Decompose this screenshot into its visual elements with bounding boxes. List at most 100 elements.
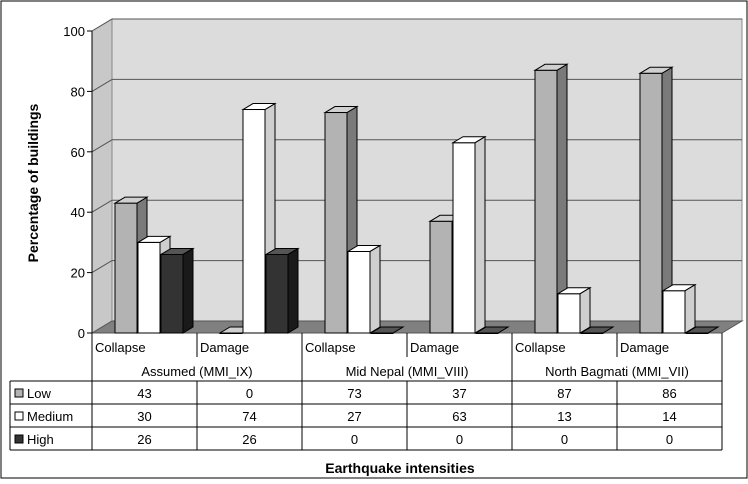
data-label: 74	[242, 409, 256, 424]
bar-side	[369, 244, 381, 334]
legend-swatch	[14, 388, 24, 398]
group-label: Assumed (MMI_IX)	[141, 364, 252, 379]
category-label: Damage	[200, 340, 249, 355]
data-label: 37	[452, 386, 466, 401]
category-label: Collapse	[305, 340, 356, 355]
bar-top	[474, 326, 510, 334]
data-label: 13	[557, 409, 571, 424]
bar-top	[346, 244, 382, 252]
y-tick-label: 20	[71, 266, 85, 281]
data-label: 0	[561, 432, 568, 447]
data-label: 0	[666, 432, 673, 447]
bar-front	[324, 112, 348, 334]
data-label: 63	[452, 409, 466, 424]
bar	[264, 247, 300, 334]
bar	[556, 286, 592, 334]
bar-front	[265, 253, 289, 334]
bar-front	[452, 142, 476, 334]
gridline	[91, 139, 113, 153]
bar-front	[639, 72, 663, 334]
bar-front	[160, 253, 184, 334]
data-label: 43	[137, 386, 151, 401]
bar-top	[241, 103, 277, 111]
bar-top	[579, 326, 615, 334]
category-label: Damage	[410, 340, 459, 355]
bar-front	[534, 69, 558, 334]
bar-front	[662, 290, 686, 334]
y-tick-label: 80	[71, 84, 85, 99]
x-axis-label: Earthquake intensities	[325, 460, 475, 476]
data-label: 14	[662, 409, 676, 424]
bar-front	[557, 293, 581, 334]
bar-top	[369, 326, 405, 334]
gridline	[91, 260, 113, 274]
bar-front	[114, 202, 138, 334]
data-label: 27	[347, 409, 361, 424]
bar	[474, 326, 510, 334]
bar	[323, 105, 359, 334]
data-label: 87	[557, 386, 571, 401]
y-tick-label: 0	[78, 326, 85, 341]
bar-top	[451, 136, 487, 144]
gridline	[91, 18, 113, 32]
y-tick-label: 60	[71, 145, 85, 160]
side-wall	[91, 18, 113, 334]
y-tick-label: 100	[63, 24, 85, 39]
data-label: 0	[456, 432, 463, 447]
bar-side	[684, 283, 696, 334]
bar	[451, 135, 487, 334]
legend-swatch	[14, 411, 24, 421]
data-label: 26	[242, 432, 256, 447]
bar-front	[347, 250, 371, 334]
bar-top	[323, 106, 359, 114]
group-label: Mid Nepal (MMI_VIII)	[346, 364, 469, 379]
bar-front	[429, 220, 453, 334]
group-label: North Bagmati (MMI_VII)	[545, 364, 689, 379]
bar-front	[242, 109, 266, 334]
data-label: 30	[137, 409, 151, 424]
data-label: 73	[347, 386, 361, 401]
bar-top	[533, 63, 569, 71]
category-label: Damage	[620, 340, 669, 355]
legend-swatch	[14, 434, 24, 444]
bar	[684, 326, 720, 334]
bar-top	[136, 235, 172, 243]
category-label: Collapse	[515, 340, 566, 355]
legend-label: High	[27, 432, 54, 447]
data-label: 0	[351, 432, 358, 447]
bar	[579, 326, 615, 334]
bar-top	[661, 284, 697, 292]
bar-top	[556, 287, 592, 295]
gridline	[91, 199, 113, 213]
bar	[369, 326, 405, 334]
bar	[159, 247, 195, 334]
bar-top	[264, 247, 300, 255]
gridline	[91, 78, 113, 92]
bars	[113, 63, 720, 334]
y-axis: 0 20 40 60 80 100	[63, 24, 93, 341]
y-axis-label: Percentage of buildings	[25, 103, 41, 262]
bar-side	[182, 247, 194, 334]
data-label: 86	[662, 386, 676, 401]
bar	[661, 283, 697, 334]
legend-label: Low	[27, 386, 51, 401]
bar	[638, 66, 674, 334]
data-label: 0	[246, 386, 253, 401]
bar	[346, 244, 382, 334]
bar-front	[137, 241, 161, 334]
legend-label: Medium	[27, 409, 73, 424]
data-table: Collapse Damage Collapse Damage Collapse Dama…	[9, 333, 723, 451]
bar-side	[287, 247, 299, 334]
bar-top	[638, 66, 674, 74]
bar-side	[579, 286, 591, 334]
bar-top	[159, 247, 195, 255]
category-label: Collapse	[95, 340, 146, 355]
bar-top	[113, 196, 149, 204]
bar-top	[684, 326, 720, 334]
data-label: 26	[137, 432, 151, 447]
bar	[533, 63, 569, 334]
bar-side	[474, 135, 486, 334]
